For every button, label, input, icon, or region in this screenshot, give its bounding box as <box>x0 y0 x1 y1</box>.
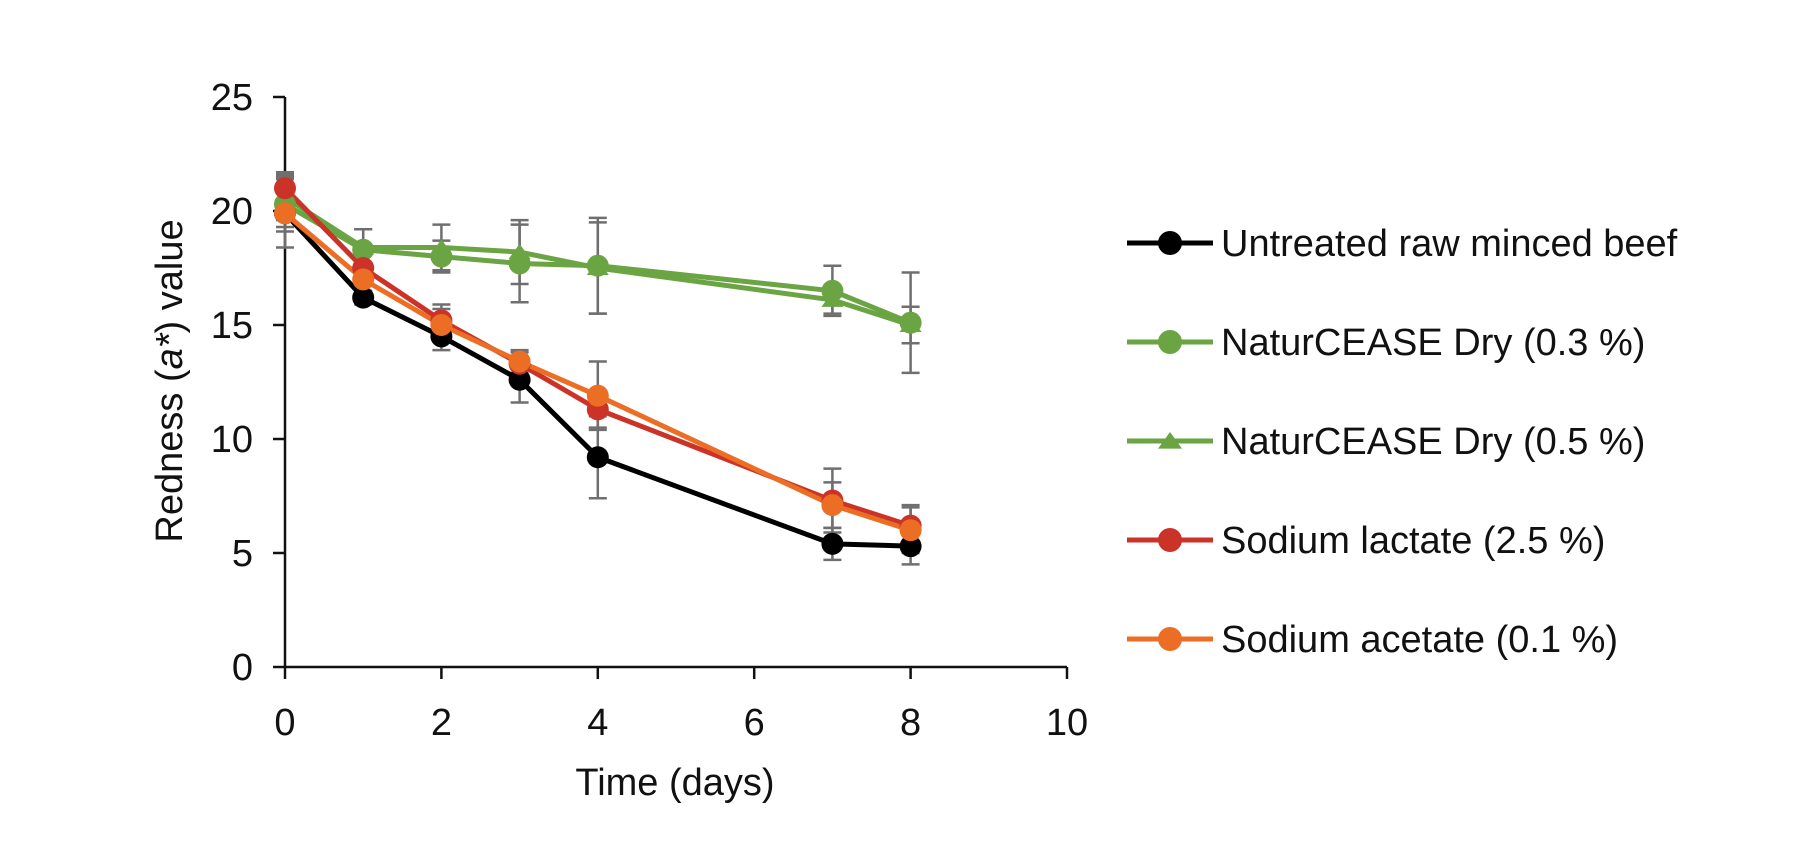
data-point-untreated-raw-minced-beef <box>508 368 531 391</box>
y-tick-label: 0 <box>232 647 253 689</box>
data-point-sodium-acetate-0-1 <box>274 202 296 225</box>
y-axis-title-part: a* <box>149 332 191 369</box>
data-point-naturcease-dry-0-5 <box>821 291 844 307</box>
legend-marker <box>1158 528 1182 552</box>
data-point-sodium-acetate-0-1 <box>821 494 844 517</box>
data-point-sodium-acetate-0-1 <box>899 519 922 542</box>
data-point-naturcease-dry-0-5 <box>899 316 922 332</box>
data-point-naturcease-dry-0-5 <box>586 259 609 275</box>
legend-item-untreated-raw-minced-beef: Untreated raw minced beef <box>1127 223 1678 265</box>
data-point-sodium-acetate-0-1 <box>508 350 531 373</box>
data-point-untreated-raw-minced-beef <box>821 532 844 555</box>
legend-marker <box>1158 432 1182 449</box>
x-tick-label: 4 <box>587 702 608 744</box>
y-axis-title-part: Redness ( <box>149 369 191 543</box>
y-tick-label: 20 <box>211 191 253 233</box>
y-tick-label: 25 <box>211 77 253 119</box>
data-point-sodium-acetate-0-1 <box>352 268 375 291</box>
legend-label: Sodium acetate (0.1 %) <box>1221 619 1618 661</box>
y-axis-title: Redness (a*) value <box>149 219 191 542</box>
data-point-untreated-raw-minced-beef <box>586 446 609 469</box>
y-tick-label: 15 <box>211 305 253 347</box>
data-point-untreated-raw-minced-beef <box>899 535 922 558</box>
legend-marker <box>1158 231 1182 255</box>
legend-item-sodium-lactate-2-5: Sodium lactate (2.5 %) <box>1127 520 1605 562</box>
axes: 0 5 10 15 20 25 0 2 4 6 8 10 Time (days) Redness (a*)… <box>149 77 1088 804</box>
x-tick-label: 8 <box>900 702 921 744</box>
legend-marker <box>1158 627 1182 651</box>
y-tick-label: 5 <box>232 533 253 575</box>
data-point-sodium-acetate-0-1 <box>430 314 453 336</box>
x-tick-label: 10 <box>1046 702 1088 744</box>
legend-label: Untreated raw minced beef <box>1221 223 1678 265</box>
data-point-naturcease-dry-0-5 <box>352 239 375 255</box>
x-tick-label: 0 <box>274 702 295 744</box>
legend-label: NaturCEASE Dry (0.5 %) <box>1221 421 1645 463</box>
y-axis-title-part: ) value <box>149 219 191 333</box>
legend-label: NaturCEASE Dry (0.3 %) <box>1221 322 1645 364</box>
legend-item-naturcease-dry-0-3: NaturCEASE Dry (0.3 %) <box>1127 322 1645 364</box>
data-point-naturcease-dry-0-3 <box>821 279 844 302</box>
y-tick-label: 10 <box>211 419 253 461</box>
legend-label: Sodium lactate (2.5 %) <box>1221 520 1605 562</box>
legend-item-sodium-acetate-0-1: Sodium acetate (0.1 %) <box>1127 619 1618 661</box>
data-point-sodium-lactate-2-5 <box>274 177 296 200</box>
x-tick-label: 6 <box>744 702 765 744</box>
data-point-sodium-acetate-0-1 <box>586 384 609 407</box>
data-point-naturcease-dry-0-5 <box>430 239 453 255</box>
x-tick-label: 2 <box>431 702 452 744</box>
data-point-untreated-raw-minced-beef <box>352 286 375 309</box>
data-point-naturcease-dry-0-5 <box>508 243 531 259</box>
legend: Untreated raw minced beef NaturCEASE Dry … <box>1127 223 1678 661</box>
series-markers <box>274 177 922 558</box>
legend-marker <box>1158 330 1182 354</box>
x-axis-title: Time (days) <box>575 762 774 804</box>
legend-item-naturcease-dry-0-5: NaturCEASE Dry (0.5 %) <box>1127 421 1645 463</box>
